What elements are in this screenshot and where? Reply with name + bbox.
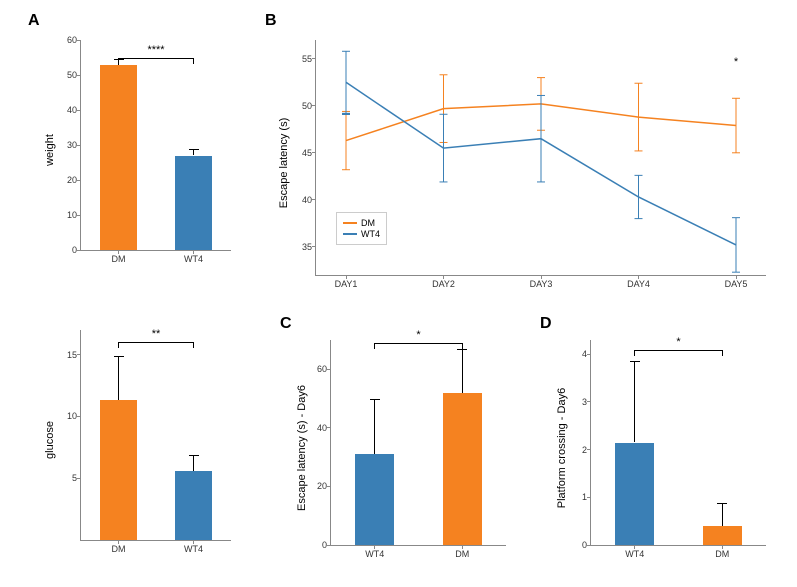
ytick: 10 <box>67 210 81 220</box>
plot-area-latency6: 0204060WT4DM* <box>330 340 506 546</box>
significance-marker: * <box>734 56 738 68</box>
ylabel-glucose: glucose <box>44 421 56 459</box>
legend-label: DM <box>361 218 375 228</box>
ytick: 1 <box>582 492 591 502</box>
bar-DM <box>100 400 138 540</box>
xtick: WT4 <box>365 545 384 559</box>
xtick: WT4 <box>625 545 644 559</box>
bar-WT4 <box>355 454 394 545</box>
panel-label-C: C <box>280 315 292 333</box>
ytick: 55 <box>302 54 316 64</box>
ytick: 40 <box>67 105 81 115</box>
ylabel-latency6: Escape latency (s) - Day6 <box>296 385 308 511</box>
bar-WT4 <box>615 443 654 546</box>
ytick: 40 <box>317 423 331 433</box>
ylabel-crossing: Platform crossing - Day6 <box>556 387 568 507</box>
xtick: DM <box>112 250 126 264</box>
panel-label-D: D <box>540 315 552 333</box>
xtick: DAY3 <box>530 275 553 289</box>
bar-WT4 <box>175 471 213 540</box>
panel-label-B: B <box>265 12 277 30</box>
xtick: DM <box>112 540 126 554</box>
ytick: 0 <box>72 245 81 255</box>
significance-marker: * <box>416 329 420 341</box>
ytick: 60 <box>67 35 81 45</box>
legend-label: WT4 <box>361 229 380 239</box>
legend-item: WT4 <box>343 229 380 239</box>
significance-marker: * <box>676 336 680 348</box>
ytick: 60 <box>317 364 331 374</box>
panel-D-crossing: Platform crossing - Day6 01234WT4DM* <box>560 330 780 565</box>
xtick: DAY5 <box>725 275 748 289</box>
bar-DM <box>703 526 742 545</box>
xtick: DAY4 <box>627 275 650 289</box>
panel-A-weight: weight 0102030405060DMWT4**** <box>50 30 240 270</box>
legend-swatch <box>343 233 357 235</box>
xtick: WT4 <box>184 540 203 554</box>
ytick: 45 <box>302 148 316 158</box>
xtick: DM <box>455 545 469 559</box>
ytick: 35 <box>302 242 316 252</box>
ytick: 10 <box>67 411 81 421</box>
ytick: 2 <box>582 445 591 455</box>
ytick: 3 <box>582 397 591 407</box>
bar-WT4 <box>175 156 213 251</box>
ylabel-weight: weight <box>44 134 56 166</box>
xtick: WT4 <box>184 250 203 264</box>
panel-B-latency: Escape latency (s) 35 40 45 50 55 DAY1 DAY2 DAY… <box>280 30 780 295</box>
plot-area-weight: 0102030405060DMWT4**** <box>80 40 231 251</box>
ytick: 20 <box>317 481 331 491</box>
bar-DM <box>100 65 138 251</box>
ytick: 0 <box>582 540 591 550</box>
ytick: 50 <box>67 70 81 80</box>
significance-marker: **** <box>147 44 164 56</box>
panel-label-A: A <box>28 12 40 30</box>
significance-marker: ** <box>152 328 161 340</box>
figure-root: A B C D weight 0102030405060DMWT4**** gl… <box>0 0 797 587</box>
xtick: DAY2 <box>432 275 455 289</box>
panel-C-latency6: Escape latency (s) - Day6 0204060WT4DM* <box>300 330 520 565</box>
ytick: 5 <box>72 473 81 483</box>
legend-item: DM <box>343 218 380 228</box>
panel-A-glucose: glucose 51015DMWT4** <box>50 320 240 560</box>
ytick: 40 <box>302 195 316 205</box>
plot-area-glucose: 51015DMWT4** <box>80 330 231 541</box>
legend: DMWT4 <box>336 212 387 245</box>
ytick: 30 <box>67 140 81 150</box>
ytick: 4 <box>582 349 591 359</box>
ytick: 20 <box>67 175 81 185</box>
xtick: DAY1 <box>335 275 358 289</box>
ytick: 0 <box>322 540 331 550</box>
bar-DM <box>443 393 482 545</box>
ytick: 15 <box>67 350 81 360</box>
plot-area-crossing: 01234WT4DM* <box>590 340 766 546</box>
legend-swatch <box>343 222 357 224</box>
ylabel-latency: Escape latency (s) <box>278 117 290 207</box>
ytick: 50 <box>302 101 316 111</box>
plot-area-latency: 3540455055DAY1DAY2DAY3DAY4DAY5*DMWT4 <box>315 40 766 276</box>
xtick: DM <box>715 545 729 559</box>
